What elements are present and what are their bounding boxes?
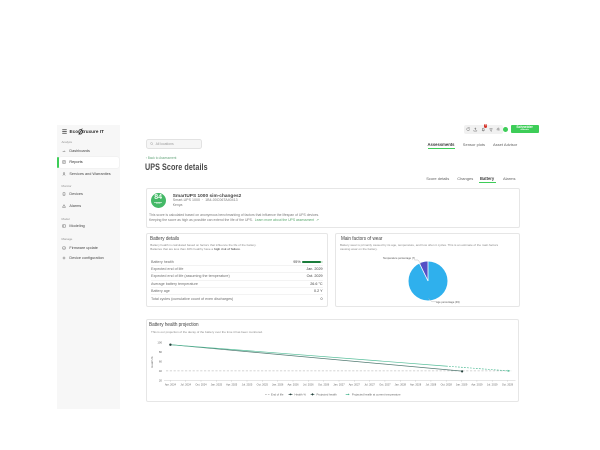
- svg-text:Oct. 2026: Oct. 2026: [318, 383, 330, 387]
- svg-text:Projected health at current te: Projected health at current temperature: [352, 393, 401, 397]
- svg-text:Jul. 2028: Jul. 2028: [426, 383, 437, 387]
- svg-text:100: 100: [157, 341, 162, 345]
- svg-text:60: 60: [159, 360, 163, 364]
- svg-text:Health %: Health %: [150, 356, 154, 368]
- svg-text:80: 80: [159, 350, 163, 354]
- svg-text:Oct. 2027: Oct. 2027: [379, 383, 391, 387]
- svg-text:Apr. 2027: Apr. 2027: [349, 383, 361, 387]
- svg-text:Jul. 2027: Jul. 2027: [364, 383, 375, 387]
- svg-text:Oct. 2029: Oct. 2029: [502, 383, 514, 387]
- svg-text:40: 40: [159, 369, 163, 373]
- svg-text:Apr. 2028: Apr. 2028: [410, 383, 422, 387]
- svg-text:Oct. 2028: Oct. 2028: [441, 383, 453, 387]
- svg-text:Jul. 2029: Jul. 2029: [487, 383, 498, 387]
- svg-text:Jan. 2028: Jan. 2028: [395, 383, 407, 387]
- svg-text:End of life: End of life: [271, 393, 284, 397]
- svg-text:Projected health: Projected health: [317, 393, 338, 397]
- svg-text:Jan. 2025: Jan. 2025: [211, 383, 223, 387]
- svg-text:Apr. 2025: Apr. 2025: [226, 383, 238, 387]
- svg-text:Oct. 2024: Oct. 2024: [195, 383, 207, 387]
- svg-text:Jul. 2025: Jul. 2025: [242, 383, 253, 387]
- svg-text:Jan. 2027: Jan. 2027: [333, 383, 345, 387]
- svg-text:Jan. 2026: Jan. 2026: [272, 383, 284, 387]
- svg-text:Jul. 2024: Jul. 2024: [180, 383, 191, 387]
- svg-text:Apr. 2029: Apr. 2029: [471, 383, 483, 387]
- svg-text:Jan. 2029: Jan. 2029: [456, 383, 468, 387]
- svg-text:Apr. 2024: Apr. 2024: [165, 383, 177, 387]
- svg-text:Health %: Health %: [295, 393, 307, 397]
- svg-text:Apr. 2026: Apr. 2026: [287, 383, 299, 387]
- svg-text:Oct. 2025: Oct. 2025: [257, 383, 269, 387]
- svg-text:Jul. 2026: Jul. 2026: [303, 383, 314, 387]
- svg-text:20: 20: [159, 378, 163, 382]
